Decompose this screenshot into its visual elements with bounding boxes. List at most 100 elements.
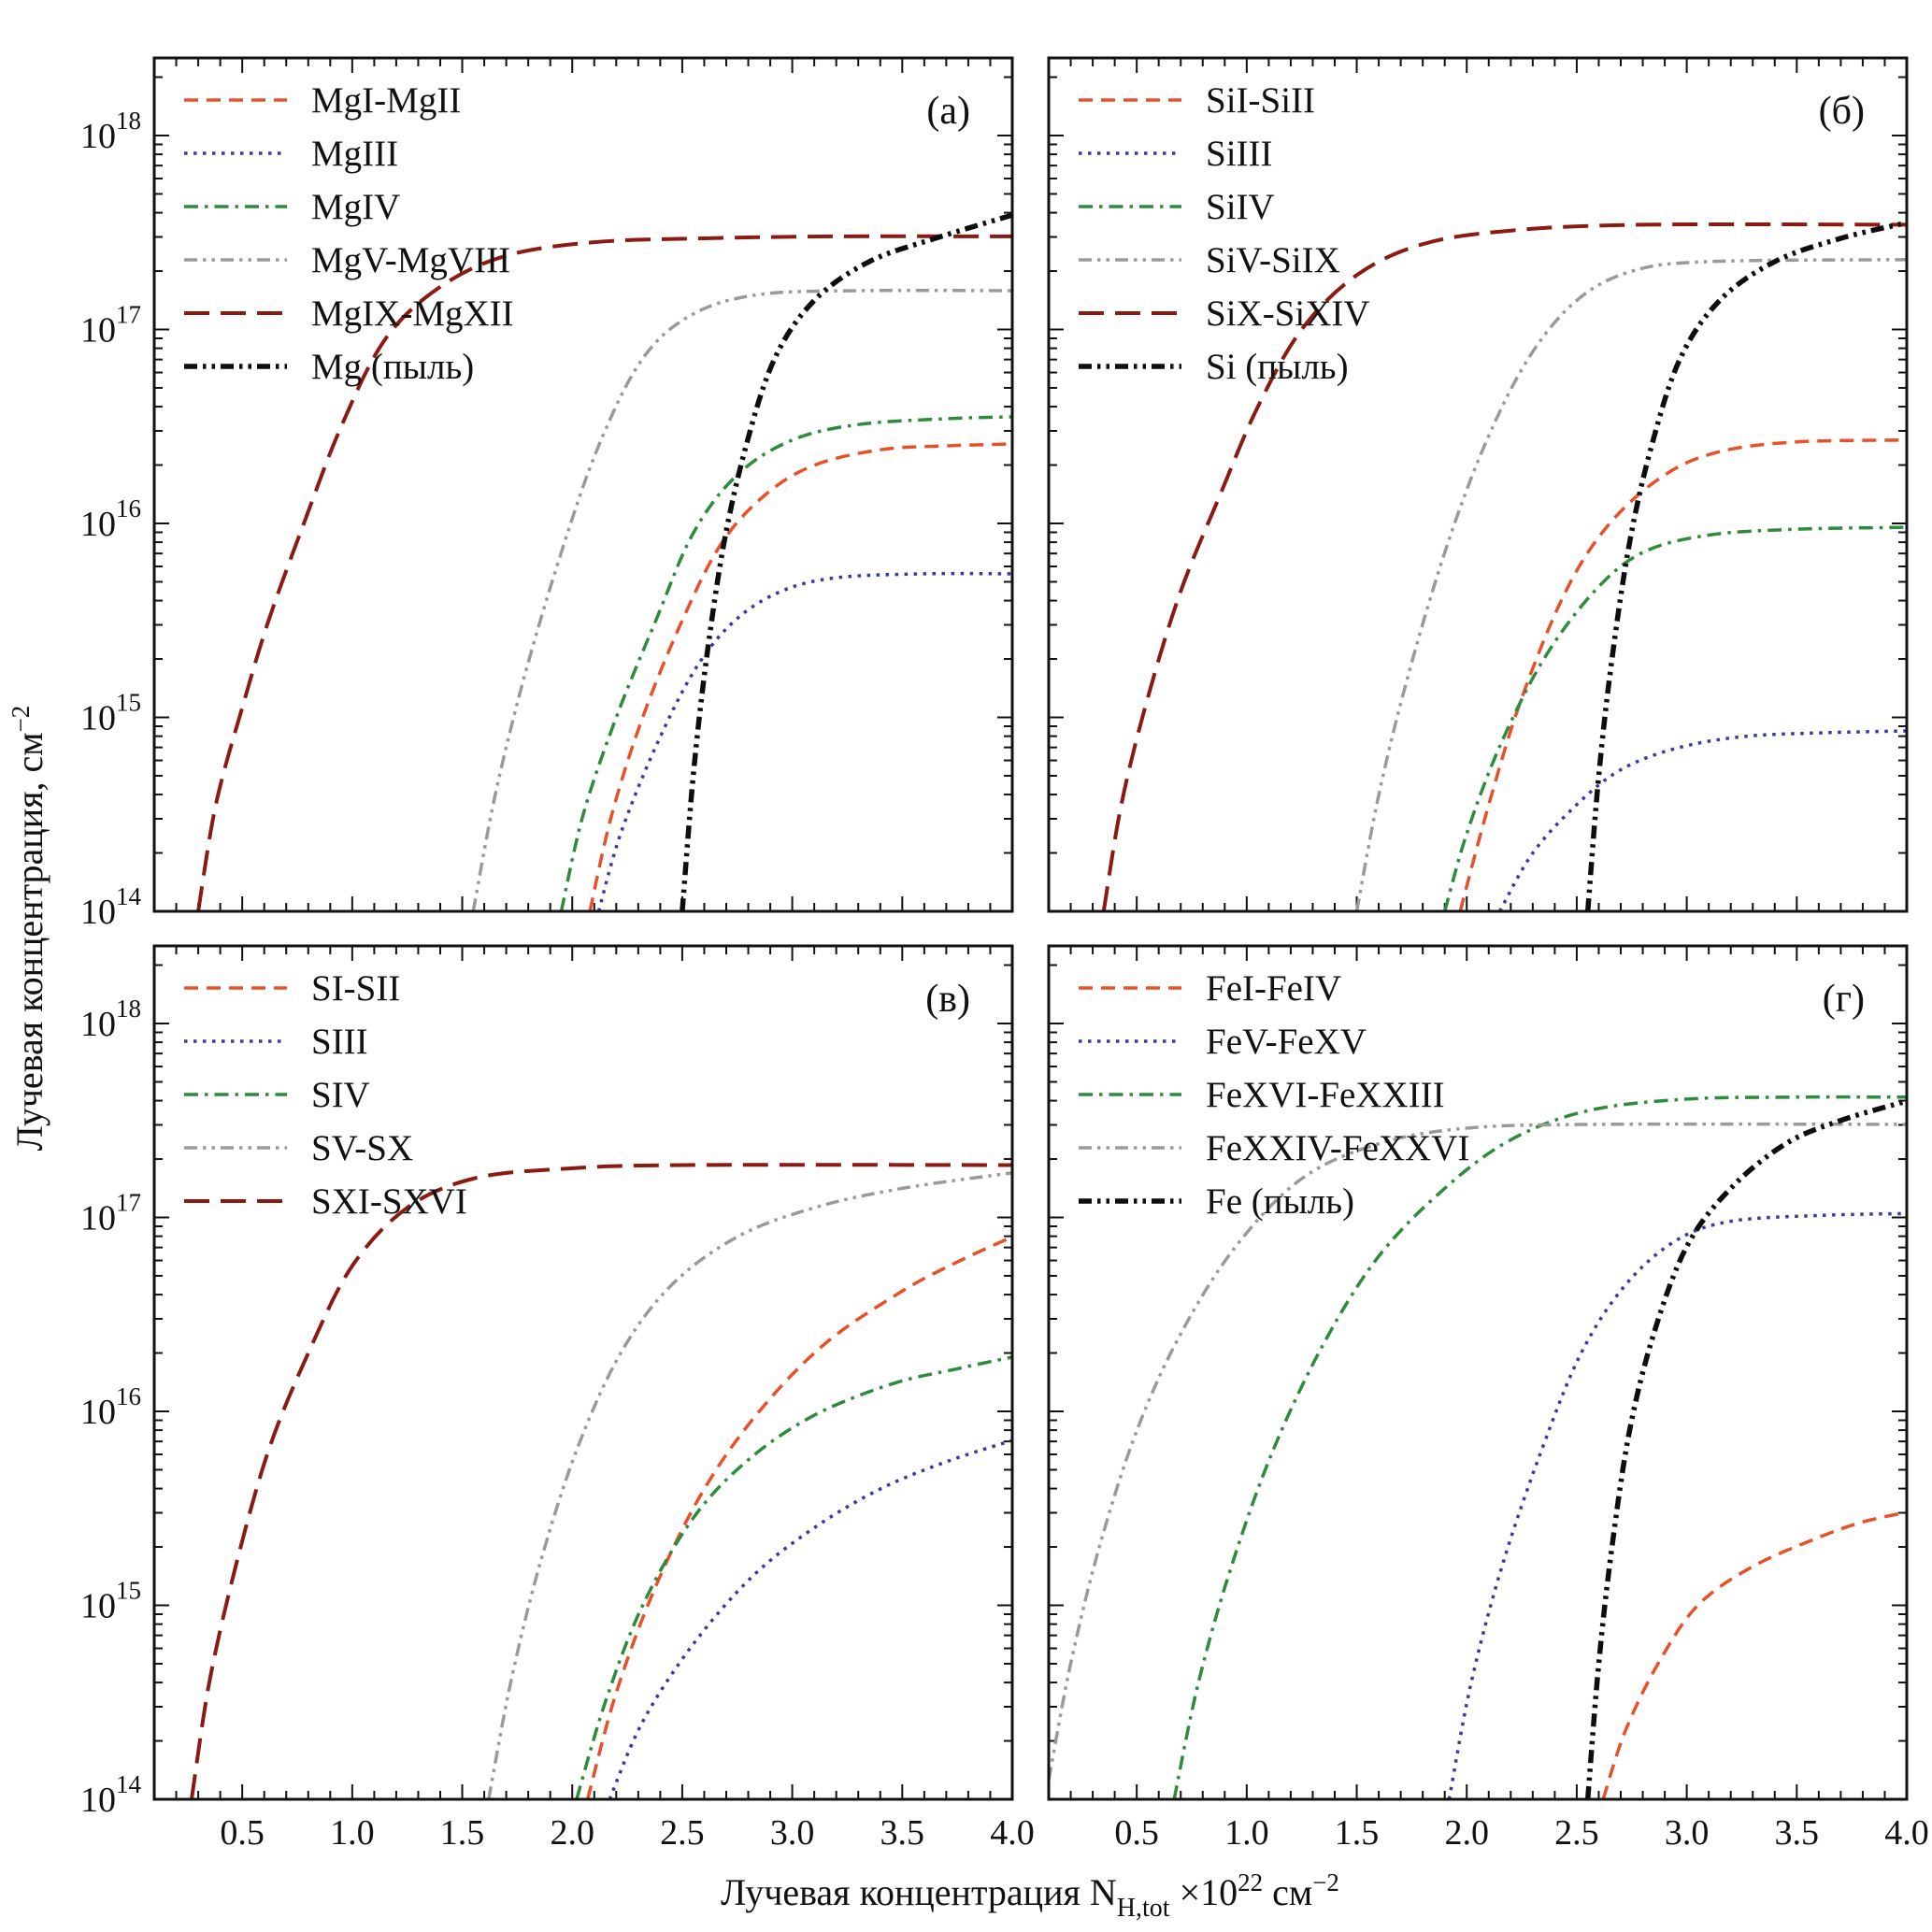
curve-sii-siii <box>1458 438 1907 911</box>
x-tick-label: 3.5 <box>1775 1813 1820 1853</box>
curve-sxi-sxvi <box>190 1163 1012 1799</box>
y-axis-title: Лучевая концентрация, см−2 <box>7 706 50 1152</box>
curve-fexvi-fexxiii <box>1172 1095 1907 1799</box>
y-tick-label: 1018 <box>80 995 141 1044</box>
panel-1: 1014 1015 1016 1017 1018 MgI-MgII MgIII MgIV MgV… <box>80 56 1014 932</box>
curve-sv-sx <box>487 1171 1012 1799</box>
x-tick-label: 0.5 <box>1114 1813 1159 1853</box>
legend-item-fexxiv-fexxvi: FeXXIV-FeXXVI <box>1079 1128 1469 1168</box>
legend-label: MgIV <box>311 187 400 227</box>
y-tick-label: 1015 <box>80 689 141 738</box>
curve-siii <box>608 1438 1012 1799</box>
y-tick-label: 1017 <box>80 301 141 351</box>
x-tick-label: 4.0 <box>990 1813 1035 1853</box>
legend-label: Fe (пыль) <box>1206 1181 1354 1222</box>
panel-letter: (в) <box>925 978 970 1021</box>
legend-item-sii-siii: SiI-SiII <box>1079 80 1315 121</box>
legend-item-fexvi-fexxiii: FeXVI-FeXXIII <box>1079 1075 1445 1115</box>
legend-item-si-sii: SI-SII <box>184 968 400 1009</box>
legend-item-six-sixiv: SiX-SiXIV <box>1079 293 1370 334</box>
curve-six-sixiv <box>1101 222 1907 911</box>
x-tick-label: 1.5 <box>440 1813 485 1853</box>
legend-item-sxi-sxvi: SXI-SXVI <box>184 1181 467 1222</box>
y-tick-label: 1014 <box>80 882 142 932</box>
legend-item-fev-fexv: FeV-FeXV <box>1079 1022 1367 1062</box>
legend-label: MgIII <box>311 134 398 174</box>
legend-label: SiI-SiII <box>1206 80 1315 121</box>
legend-item-siv-siix: SiV-SiIX <box>1079 240 1340 280</box>
curve-siiii <box>1497 729 1907 911</box>
legend-label: FeXVI-FeXXIII <box>1206 1075 1445 1115</box>
y-tick-label: 1016 <box>80 1382 141 1432</box>
legend-label: SiIII <box>1206 134 1273 174</box>
legend-label: SV-SX <box>311 1128 413 1168</box>
curve-mgi-mgii <box>588 442 1012 911</box>
curve-mgiii <box>596 571 1012 911</box>
curve-si-пыль <box>1584 220 1907 911</box>
curve-fe-пыль <box>1584 1098 1907 1799</box>
panel-letter: (г) <box>1823 978 1865 1021</box>
curve-mgiv <box>559 415 1012 911</box>
y-tick-label: 1017 <box>80 1189 141 1238</box>
legend-item-siii: SIII <box>184 1022 368 1062</box>
legend-item-mgiv: MgIV <box>184 187 400 227</box>
legend-item-siv: SIV <box>184 1075 370 1115</box>
x-tick-label: 2.0 <box>1444 1813 1489 1853</box>
x-tick-label: 1.5 <box>1335 1813 1380 1853</box>
panel-letter: (б) <box>1819 90 1865 133</box>
legend-item-mgiii: MgIII <box>184 134 398 174</box>
x-tick-label: 3.0 <box>770 1813 815 1853</box>
legend-label: MgIX-MgXII <box>311 293 514 334</box>
panel-3: 1014 1015 1016 1017 1018 0.5 1.0 1.5 2.0 2.5 3.0 3.… <box>80 944 1035 1853</box>
x-tick-label: 3.5 <box>880 1813 925 1853</box>
y-tick-label: 1015 <box>80 1577 141 1626</box>
panel-2: SiI-SiII SiIII SiIV SiV-SiIX SiX-SiXIV Si (пы… <box>1047 56 1909 913</box>
legend-item-si-пыль: Si (пыль) <box>1079 347 1349 387</box>
panel-4: 0.5 1.0 1.5 2.0 2.5 3.0 3.5 4.0 FeI-FeIV FeV-FeXV… <box>1047 944 1929 1853</box>
curve-siv-siix <box>1354 258 1907 911</box>
curve-fev-fexv <box>1447 1211 1907 1799</box>
legend-label: FeV-FeXV <box>1206 1022 1367 1062</box>
curve-mgix-mgxii <box>196 234 1012 911</box>
curve-siiv <box>1443 525 1907 911</box>
y-tick-label: 1018 <box>80 107 141 156</box>
legend-label: FeI-FeIV <box>1206 968 1341 1009</box>
legend-item-fei-feiv: FeI-FeIV <box>1079 968 1341 1009</box>
curve-fexxiv-fexxvi <box>1049 1122 1907 1781</box>
legend-label: SI-SII <box>311 968 400 1009</box>
legend-label: Mg (пыль) <box>311 347 474 387</box>
x-tick-label: 2.5 <box>660 1813 705 1853</box>
legend-item-siiii: SiIII <box>1079 134 1273 174</box>
legend-item-sv-sx: SV-SX <box>184 1128 413 1168</box>
curve-mgv-mgviii <box>471 288 1012 911</box>
curve-si-sii <box>586 1235 1012 1799</box>
y-tick-label: 1016 <box>80 494 141 544</box>
legend-item-siiv: SiIV <box>1079 187 1275 227</box>
legend-item-mgv-mgviii: MgV-MgVIII <box>184 240 510 280</box>
x-tick-label: 4.0 <box>1884 1813 1929 1853</box>
legend-item-mgi-mgii: MgI-MgII <box>184 80 461 121</box>
y-tick-label: 1014 <box>80 1770 142 1820</box>
curve-siv <box>575 1355 1012 1799</box>
panel-frame <box>152 944 1014 1801</box>
legend-label: SiV-SiIX <box>1206 240 1340 280</box>
legend-label: MgV-MgVIII <box>311 240 510 280</box>
x-tick-label: 1.0 <box>330 1813 375 1853</box>
x-tick-label: 2.5 <box>1554 1813 1599 1853</box>
legend-label: SiIV <box>1206 187 1275 227</box>
legend-label: SIV <box>311 1075 370 1115</box>
x-axis-title: Лучевая концентрация NH,tot ×1022 см−2 <box>721 1868 1339 1923</box>
panel-frame <box>1047 944 1909 1801</box>
panel-frame <box>1047 56 1909 913</box>
panel-frame <box>152 56 1014 913</box>
legend-label: SIII <box>311 1022 368 1062</box>
x-tick-label: 0.5 <box>220 1813 265 1853</box>
legend-label: MgI-MgII <box>311 80 461 121</box>
legend-label: SiX-SiXIV <box>1206 293 1370 334</box>
curve-fei-feiv <box>1601 1510 1907 1799</box>
x-tick-label: 1.0 <box>1224 1813 1269 1853</box>
x-tick-label: 3.0 <box>1665 1813 1710 1853</box>
x-tick-label: 2.0 <box>550 1813 594 1853</box>
